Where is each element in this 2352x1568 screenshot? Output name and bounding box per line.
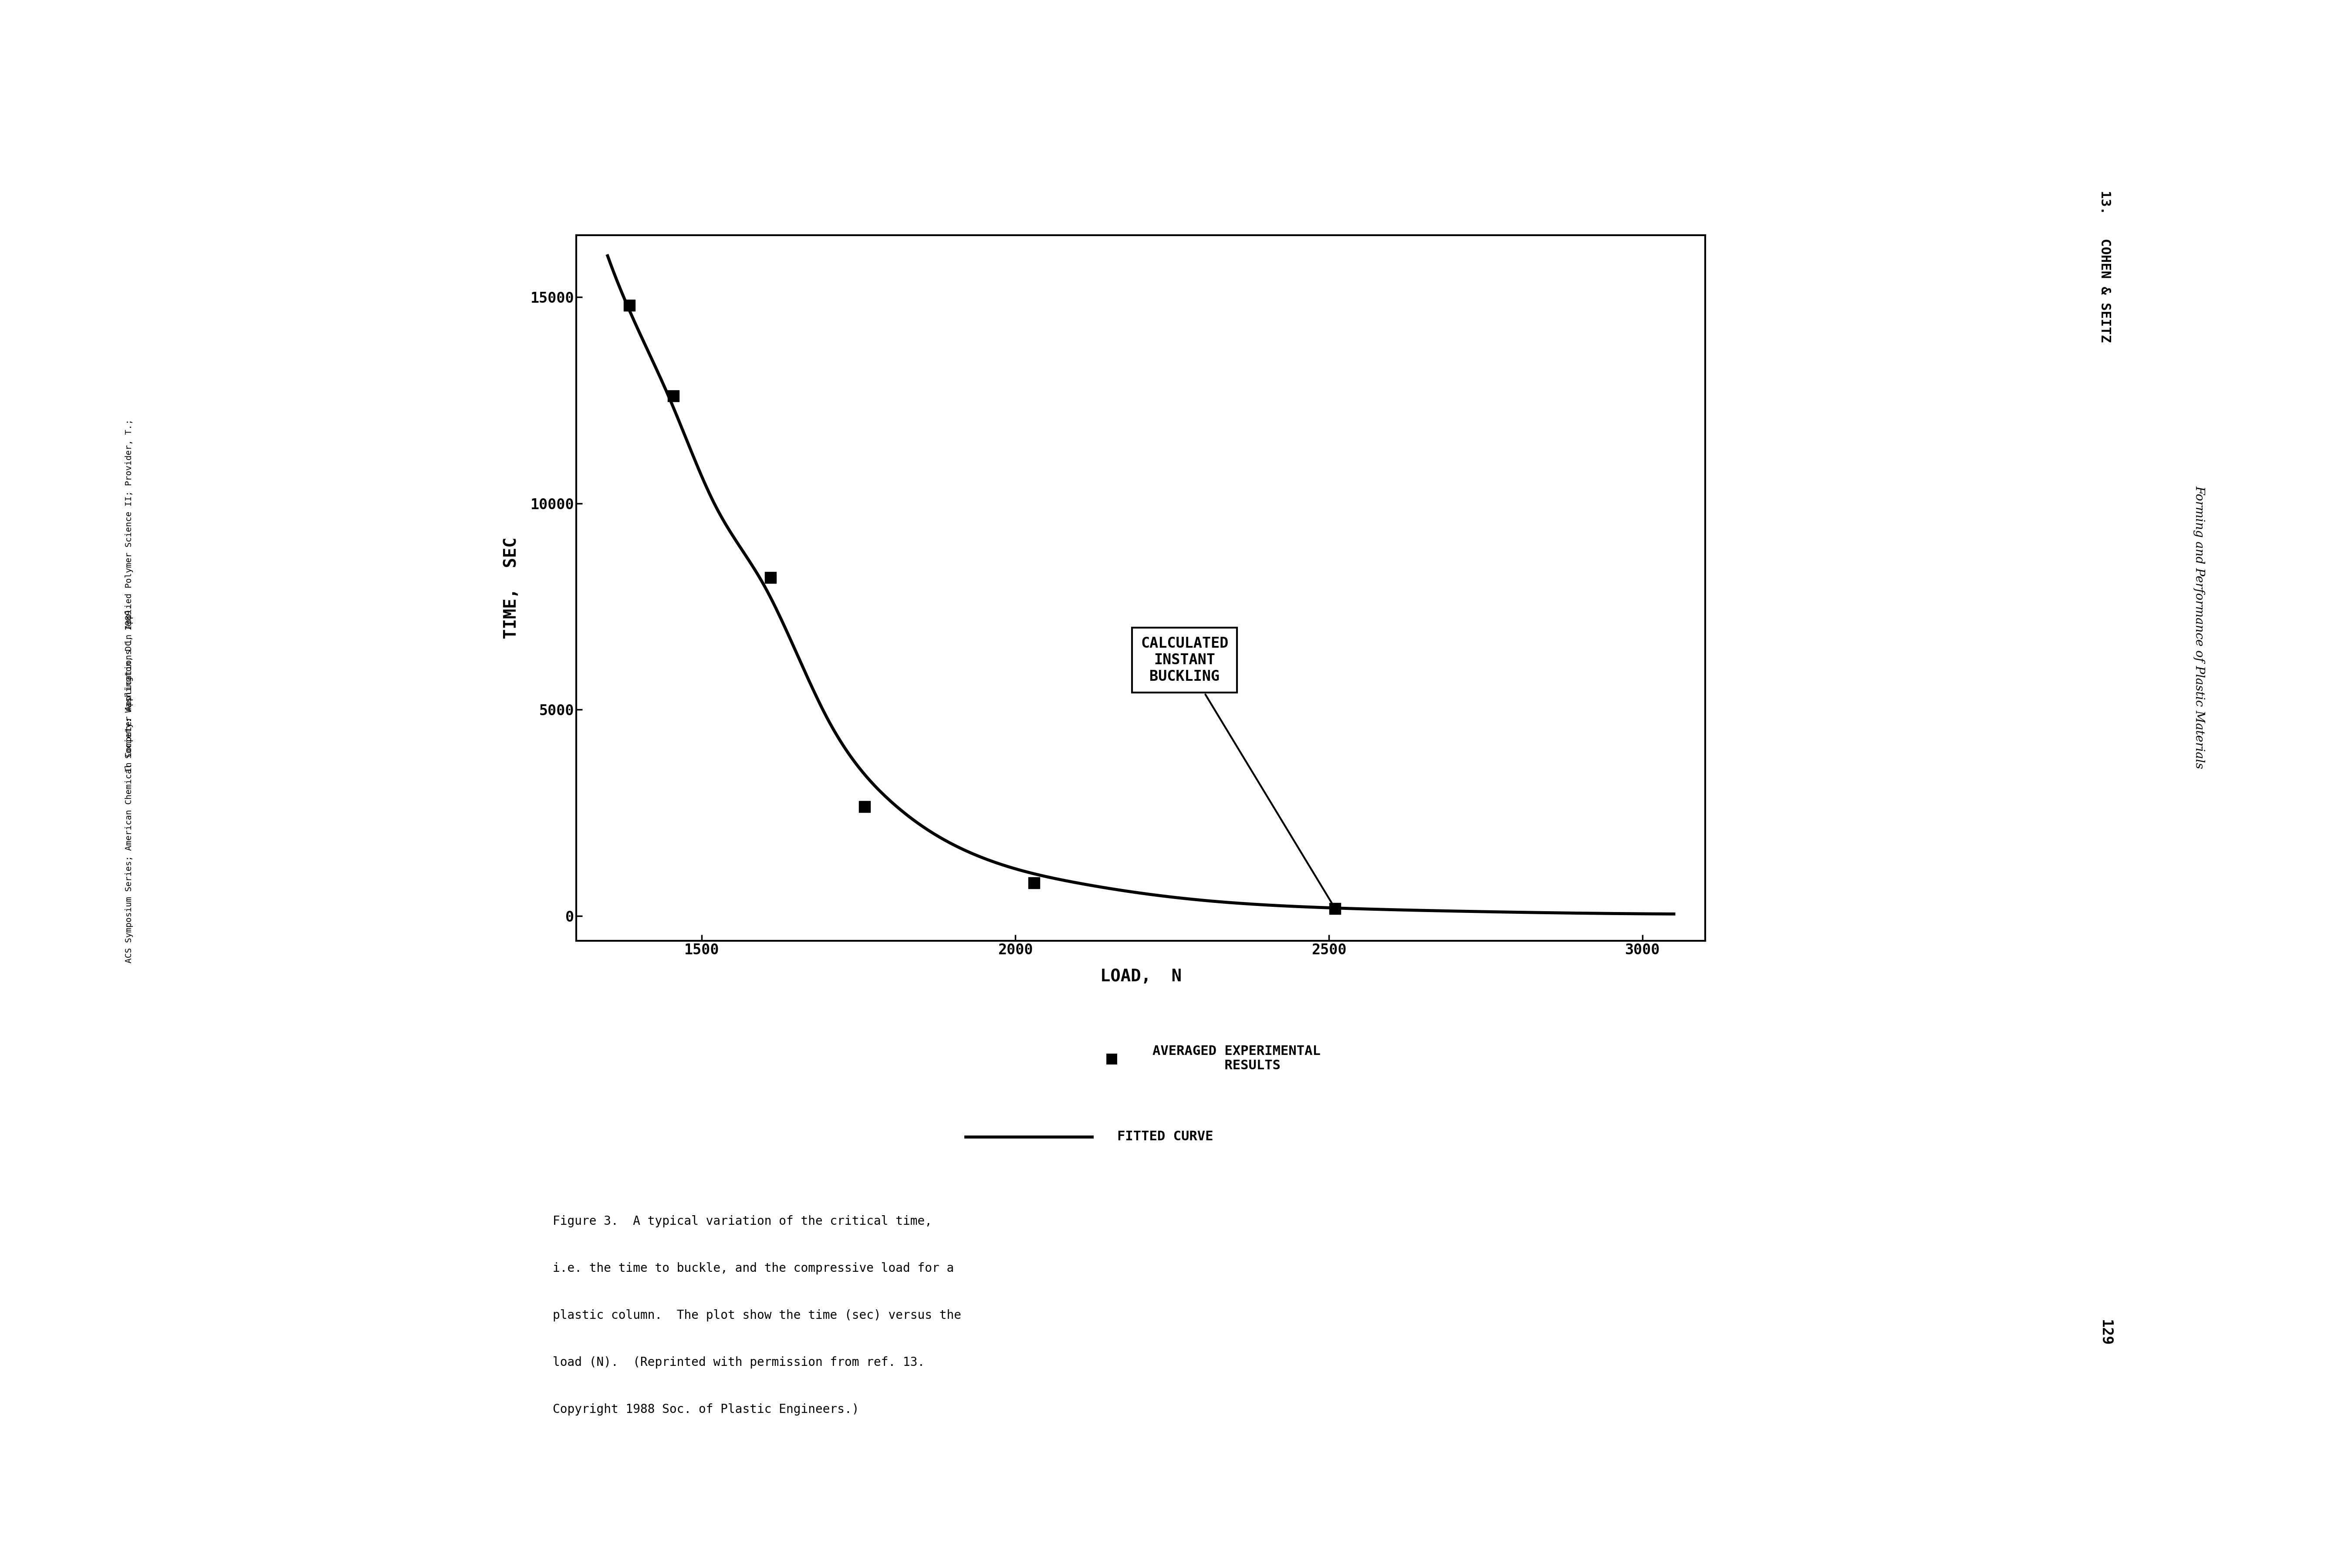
- X-axis label: LOAD,  N: LOAD, N: [1101, 967, 1181, 985]
- Point: [1016, 870, 1054, 895]
- Text: AVERAGED EXPERIMENTAL
         RESULTS: AVERAGED EXPERIMENTAL RESULTS: [1152, 1044, 1319, 1073]
- Text: ACS Symposium Series; American Chemical Society: Washington, DC, 1989.: ACS Symposium Series; American Chemical …: [125, 605, 134, 963]
- Text: i.e. the time to buckle, and the compressive load for a: i.e. the time to buckle, and the compres…: [553, 1262, 955, 1275]
- Text: ■: ■: [1105, 1049, 1117, 1068]
- Text: 129: 129: [2098, 1320, 2112, 1345]
- Text: Figure 3.  A typical variation of the critical time,: Figure 3. A typical variation of the cri…: [553, 1215, 931, 1228]
- Text: FITTED CURVE: FITTED CURVE: [1117, 1131, 1214, 1143]
- Point: [654, 384, 691, 409]
- Text: plastic column.  The plot show the time (sec) versus the: plastic column. The plot show the time (…: [553, 1309, 962, 1322]
- Point: [1317, 895, 1355, 920]
- Text: Copyright 1988 Soc. of Plastic Engineers.): Copyright 1988 Soc. of Plastic Engineers…: [553, 1403, 858, 1416]
- Text: CALCULATED
INSTANT
BUCKLING: CALCULATED INSTANT BUCKLING: [1141, 637, 1334, 908]
- Point: [753, 564, 790, 590]
- Point: [612, 293, 649, 318]
- Y-axis label: TIME,  SEC: TIME, SEC: [503, 538, 520, 638]
- Text: 13.   COHEN & SEITZ: 13. COHEN & SEITZ: [2098, 191, 2112, 342]
- Text: load (N).  (Reprinted with permission from ref. 13.: load (N). (Reprinted with permission fro…: [553, 1356, 924, 1369]
- Text: Forming and Performance of Plastic Materials: Forming and Performance of Plastic Mater…: [2192, 486, 2206, 768]
- Text: In Computer Applications in Applied Polymer Science II; Provider, T.;: In Computer Applications in Applied Poly…: [125, 419, 134, 773]
- Point: [847, 793, 884, 818]
